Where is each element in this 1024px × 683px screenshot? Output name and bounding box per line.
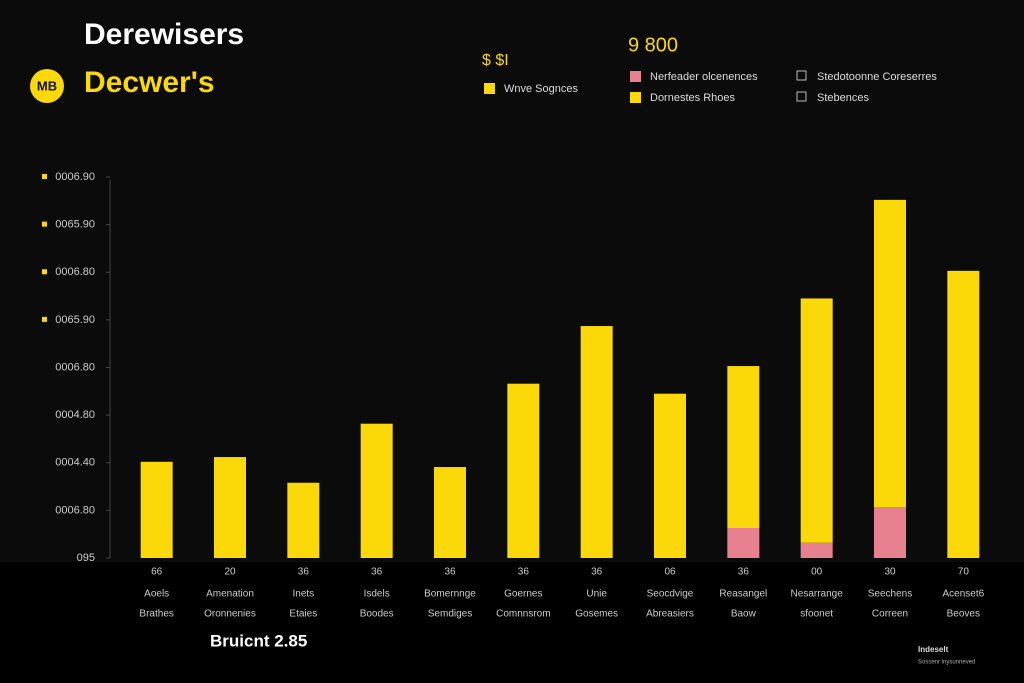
x-tick-label: Beoves [947,609,980,620]
x-tick-label: Amenation [206,589,254,600]
badge: $ $I [482,52,509,69]
y-tick-label: 095 [77,552,95,564]
x-tick-label: Brathes [139,609,173,620]
x-tick-number: 06 [664,567,676,578]
x-tick-number: 30 [884,567,896,578]
bar [287,482,320,558]
legend-swatch [630,92,641,103]
x-tick-label: Boodes [360,609,394,620]
y-tick-label: 0065.90 [55,219,95,231]
title: Derewisers [84,18,244,51]
x-tick-label: Reasangel [719,589,767,600]
x-tick-number: 36 [298,567,310,578]
x-tick-number: 36 [444,567,456,578]
bar [360,423,393,558]
x-tick-number: 20 [224,567,236,578]
bar [874,199,906,508]
bar [947,270,980,558]
legend-swatch [796,91,807,102]
note: Sossenr inysunneved [918,660,975,666]
x-tick-label: Aoels [144,589,169,600]
y-tick-label: 0065.90 [55,314,95,326]
bar [800,298,833,543]
tick-dot [42,269,47,275]
x-tick-number: 66 [151,567,163,578]
caption: Bruicnt 2.85 [210,631,307,650]
x-tick-label: Gosemes [575,609,618,620]
x-tick-label: Oronnenies [204,609,256,620]
bar [507,383,540,558]
legend-label: Dornestes Rhoes [650,92,735,104]
y-tick-label: 0006.90 [55,171,95,183]
x-tick-number: 70 [958,567,970,578]
logo [30,69,64,103]
logo-text: MB [37,78,57,93]
legend-label: Wnve Sognces [504,83,578,95]
bar [874,507,906,558]
y-tick-label: 0004.40 [55,457,95,469]
legend-swatch [796,70,807,81]
legend-label: Stedotoonne Coreserres [817,71,937,83]
tick-dot [42,221,47,227]
note-title: Indeselt [918,645,949,654]
x-tick-label: Etaies [289,609,317,620]
legend-swatch [630,71,641,82]
x-tick-label: Bomernnge [424,589,476,600]
x-tick-label: Semdiges [428,609,472,620]
x-tick-number: 36 [738,567,750,578]
x-tick-label: Abreasiers [646,609,694,620]
x-tick-label: sfoonet [800,609,833,620]
x-tick-number: 36 [518,567,530,578]
x-tick-label: Correen [872,609,908,620]
x-tick-label: Goernes [504,589,542,600]
bar [654,393,686,558]
x-tick-label: Comnnsrom [496,609,550,620]
y-tick-label: 0006.80 [55,504,95,516]
legend-label: Nerfeader olcenences [650,71,758,83]
y-tick-label: 0006.80 [55,266,95,278]
bar [434,467,466,558]
bar [800,542,833,558]
bar [140,461,173,558]
bar [727,527,760,558]
x-tick-number: 00 [811,567,823,578]
x-tick-label: Nesarrange [791,589,844,600]
x-tick-label: Seechens [868,589,912,600]
figure: 9 800 [628,34,678,56]
bar [214,457,246,558]
x-tick-label: Unie [586,589,607,600]
x-tick-label: Seocdvige [647,589,694,600]
x-tick-label: Isdels [364,589,390,600]
legend-label: Stebences [817,92,869,104]
x-tick-label: Baow [731,609,757,620]
y-tick-label: 0004.80 [55,409,95,421]
legend-swatch [484,83,495,94]
tick-dot [42,316,47,322]
tick-dot [42,174,47,179]
brand: Decwer's [84,66,215,99]
x-tick-number: 36 [591,567,603,578]
x-tick-label: Inets [292,589,314,600]
footer-band [0,562,1024,683]
x-tick-number: 36 [371,567,383,578]
y-tick-label: 0006.80 [55,361,95,373]
bar [580,326,613,558]
bar [727,366,760,528]
x-tick-label: Acenset6 [942,589,984,600]
